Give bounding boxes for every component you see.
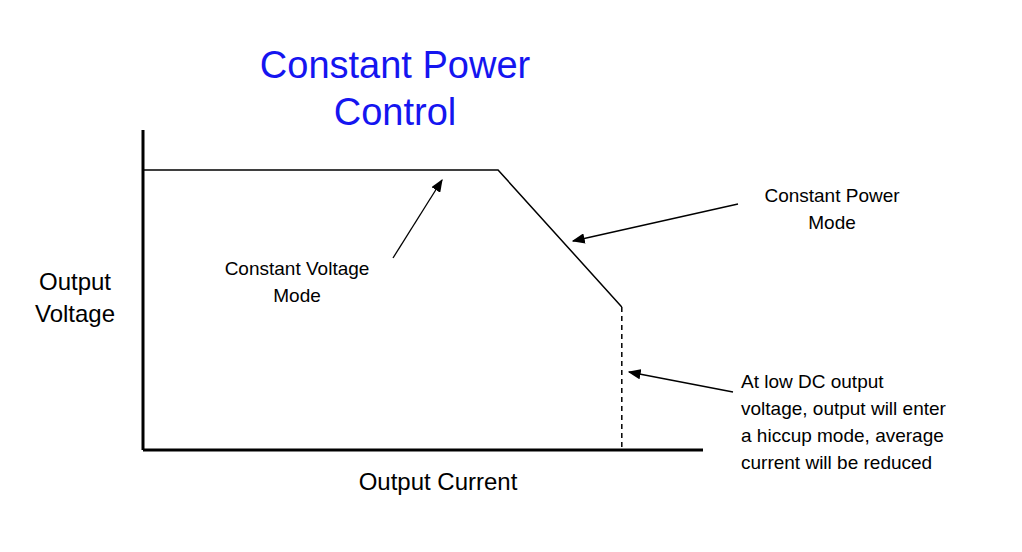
svg-text:Mode: Mode	[808, 212, 856, 233]
svg-text:Control: Control	[334, 91, 457, 133]
svg-text:Constant Voltage: Constant Voltage	[225, 258, 370, 279]
svg-text:voltage, output will enter: voltage, output will enter	[741, 398, 947, 419]
svg-text:At low DC output: At low DC output	[741, 371, 884, 392]
svg-text:a hiccup mode, average: a hiccup mode, average	[741, 425, 944, 446]
svg-text:Mode: Mode	[273, 285, 321, 306]
svg-text:current will be reduced: current will be reduced	[741, 452, 932, 473]
svg-text:Output: Output	[39, 268, 111, 295]
svg-text:Output Current: Output Current	[359, 468, 518, 495]
svg-text:Constant Power: Constant Power	[260, 44, 531, 86]
svg-text:Voltage: Voltage	[35, 300, 115, 327]
svg-text:Constant Power: Constant Power	[764, 185, 900, 206]
